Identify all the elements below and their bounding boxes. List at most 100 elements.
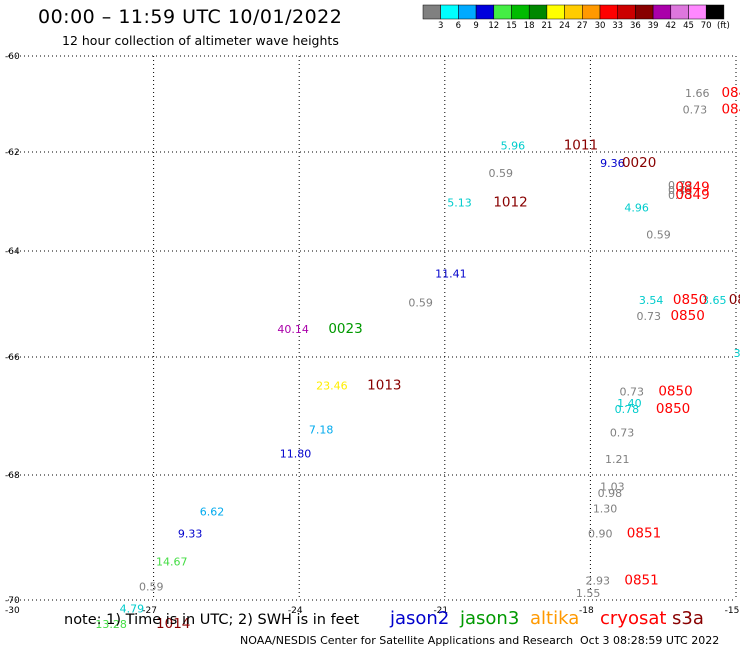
x-tick-label: -15	[725, 606, 740, 616]
colorbar-unit: (ft)	[717, 21, 730, 31]
time-label: 0850	[673, 292, 707, 308]
swh-label: 14.67	[156, 556, 188, 569]
data-labels: 1.660.735.969.360.590.730.730.735.13 4.96…	[95, 85, 740, 632]
swh-label: 0.78	[615, 403, 640, 416]
axis-tick-labels: -27 -24 -21 -18 -15 -60 -62 -64 -66 -68 -70-30	[5, 52, 739, 616]
colorbar-swatch	[564, 4, 583, 20]
time-label: 0851	[627, 526, 661, 542]
swh-label: 23.46	[316, 379, 348, 392]
colorbar-label: 21	[541, 21, 553, 31]
colorbar	[422, 4, 725, 20]
time-label: 08	[729, 292, 740, 308]
swh-label: 5.96	[501, 140, 526, 153]
time-label: 0849	[675, 180, 709, 196]
swh-label: 0.73	[683, 104, 708, 117]
colorbar-swatch	[458, 4, 477, 20]
colorbar-swatch	[475, 4, 495, 20]
colorbar-swatch	[652, 4, 672, 20]
x-corner-label: -30	[5, 606, 20, 616]
swh-label: 0.59	[646, 229, 671, 242]
swh-label: 0.73	[668, 179, 693, 192]
grid-lines	[8, 55, 737, 601]
colorbar-label: 33	[612, 21, 624, 31]
colorbar-swatch	[511, 4, 530, 20]
time-label: 084	[721, 102, 740, 118]
x-tick-label: -24	[288, 606, 303, 616]
colorbar-label: 39	[647, 21, 659, 31]
time-label: 0023	[328, 321, 362, 337]
colorbar-label: 6	[455, 21, 462, 31]
swh-label: 9.36	[600, 157, 625, 170]
colorbar-label: 18	[523, 21, 535, 31]
swh-label: 1.40	[617, 397, 642, 410]
colorbar-swatch	[599, 4, 618, 20]
time-label: 0851	[624, 572, 658, 588]
swh-label: 1.21	[605, 453, 630, 466]
colorbar-swatch	[705, 4, 725, 20]
colorbar-swatch	[546, 4, 565, 20]
footer-note: note: 1) Time is in UTC; 2) SWH is in fe…	[64, 612, 360, 628]
colorbar-label: 36	[629, 21, 641, 31]
colorbar-swatch	[670, 4, 689, 20]
swh-label: 4.79	[120, 602, 145, 615]
swh-label: 1.55	[576, 587, 601, 600]
swh-label: 4.96	[624, 201, 649, 214]
swh-label: 5.13	[447, 196, 472, 209]
y-tick-label: -70	[5, 596, 20, 606]
colorbar-label: 9	[473, 21, 479, 31]
swh-label: 9.33	[178, 528, 203, 541]
swh-label: 0.59	[488, 167, 512, 180]
colorbar-label: 42	[665, 21, 677, 31]
colorbar-label: 45	[683, 21, 694, 31]
swh-label: 6.62	[200, 506, 225, 519]
legend-jason2: jason2	[390, 608, 450, 629]
swh-label: 3.54	[639, 294, 664, 307]
swh-label: 0.59	[408, 297, 433, 310]
x-tick-label: -18	[579, 606, 594, 616]
swh-label: 1.03	[600, 481, 625, 494]
swh-label: 11.80	[280, 447, 312, 460]
colorbar-swatch	[493, 4, 512, 20]
time-label: 1011	[564, 138, 598, 154]
colorbar-label: 24	[559, 21, 570, 31]
colorbar-swatch	[688, 4, 707, 20]
time-label: 1013	[367, 377, 401, 393]
colorbar-swatch	[617, 4, 636, 20]
swh-label: 1.30	[593, 503, 618, 516]
y-tick-label: -68	[5, 471, 20, 481]
x-tick-label: -21	[433, 606, 448, 616]
swh-label: 3.65	[702, 294, 727, 307]
swh-label: 7.18	[309, 424, 334, 437]
colorbar-swatch	[635, 4, 654, 20]
y-tick-label: -64	[5, 247, 20, 257]
chart-subtitle: 12 hour collection of altimeter wave hei…	[62, 33, 339, 48]
colorbar-swatch	[440, 4, 459, 20]
time-label: 0850	[656, 401, 690, 417]
swh-label: 11.41	[435, 268, 467, 281]
legend-s3a: s3a	[672, 608, 704, 629]
time-label: 0850	[658, 383, 692, 399]
y-tick-label: -62	[5, 148, 20, 158]
time-label: 1012	[493, 194, 527, 210]
chart-title: 00:00 – 11:59 UTC 10/01/2022	[38, 6, 343, 28]
x-tick-label: -27	[142, 606, 157, 616]
swh-label: 0.73	[610, 427, 635, 440]
swh-label: 0.73	[668, 189, 693, 202]
swh-label: 1.66	[685, 87, 710, 100]
swh-label: 40.14	[277, 323, 309, 336]
colorbar-swatch	[422, 4, 441, 20]
colorbar-label: 3	[437, 21, 444, 31]
footer-generated: Oct 3 08:28:59 UTC 2022	[580, 634, 720, 647]
colorbar-swatch	[582, 4, 601, 20]
legend-cryosat: cryosat	[600, 608, 667, 629]
swh-label: 0.73	[637, 310, 662, 323]
colorbar-label: 27	[576, 21, 588, 31]
colorbar-label: 15	[506, 21, 517, 31]
swh-label: 0.73	[668, 184, 693, 197]
colorbar-label: 30	[594, 21, 606, 31]
legend-altika: altika	[530, 608, 580, 629]
time-label: 0850	[670, 308, 704, 324]
colorbar-label: 12	[488, 21, 500, 31]
colorbar-swatch	[528, 4, 548, 20]
